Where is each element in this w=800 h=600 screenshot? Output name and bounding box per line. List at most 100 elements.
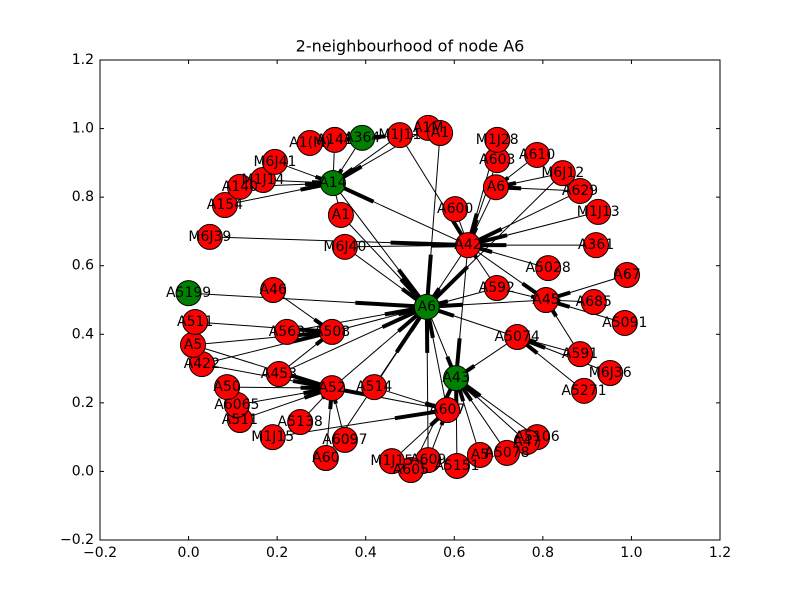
node bbox=[249, 167, 276, 193]
chart-title: 2-neighbourhood of node A6 bbox=[296, 37, 525, 56]
node-label: M6J41 bbox=[253, 154, 296, 170]
node-label: A685 bbox=[576, 294, 612, 310]
x-tick-label: 0.2 bbox=[266, 545, 288, 561]
node bbox=[443, 365, 470, 392]
node bbox=[585, 198, 612, 225]
node-label: A60 bbox=[312, 450, 339, 466]
node bbox=[175, 280, 202, 307]
node bbox=[265, 361, 292, 388]
node-label: A140 bbox=[222, 179, 258, 195]
node-label: A511 bbox=[177, 314, 213, 330]
node bbox=[482, 174, 509, 201]
y-tick-label: −0.2 bbox=[60, 532, 94, 548]
node-label: A6097 bbox=[322, 432, 367, 448]
node bbox=[466, 441, 493, 468]
node-label: M1J14 bbox=[242, 172, 285, 188]
node-label: A5138 bbox=[278, 414, 323, 430]
node-label: A422 bbox=[184, 356, 220, 372]
node bbox=[597, 360, 624, 387]
node-label: A361 bbox=[578, 237, 614, 253]
node-label: A1 bbox=[332, 207, 350, 223]
y-tick-label: 1.2 bbox=[72, 52, 94, 68]
node bbox=[524, 141, 551, 168]
node bbox=[273, 318, 300, 345]
node-label: A5028 bbox=[526, 260, 571, 276]
node-label: A43 bbox=[442, 370, 469, 386]
node bbox=[535, 255, 562, 282]
node-label: A1M bbox=[413, 120, 444, 136]
x-tick-label: 0.4 bbox=[355, 545, 377, 561]
node-label: A609 bbox=[410, 452, 446, 468]
node bbox=[611, 309, 638, 336]
node bbox=[182, 308, 209, 335]
node bbox=[331, 426, 358, 453]
node bbox=[331, 233, 358, 260]
x-tick-label: −0.2 bbox=[83, 545, 117, 561]
node-label: A154 bbox=[207, 197, 243, 213]
node bbox=[196, 223, 223, 250]
node-label: A607 bbox=[429, 402, 465, 418]
plot-frame bbox=[99, 59, 721, 541]
node-label: A563 bbox=[269, 324, 305, 340]
x-tick-label: 0.6 bbox=[443, 545, 465, 561]
node bbox=[319, 318, 346, 345]
node-label: A67 bbox=[613, 267, 640, 283]
node bbox=[434, 397, 461, 424]
node bbox=[571, 377, 598, 404]
node bbox=[513, 428, 540, 455]
node bbox=[442, 196, 469, 223]
node-label: M6J36 bbox=[589, 365, 632, 381]
node bbox=[361, 374, 388, 401]
node-label: A14 bbox=[319, 175, 346, 191]
node-label: A5074 bbox=[495, 329, 540, 345]
node-label: A5091 bbox=[602, 315, 647, 331]
node-label: A629 bbox=[562, 183, 598, 199]
node-label: M6J40 bbox=[323, 239, 366, 255]
y-tick-label: 1.0 bbox=[72, 121, 94, 137]
node-label: A52 bbox=[318, 380, 345, 396]
node bbox=[583, 232, 609, 259]
node bbox=[580, 289, 607, 316]
node bbox=[312, 445, 339, 472]
node bbox=[321, 126, 348, 153]
node-label: A5151 bbox=[434, 458, 479, 474]
node-label: A603 bbox=[479, 152, 515, 168]
node-label: A511 bbox=[222, 412, 258, 428]
node-label: A1 bbox=[431, 125, 449, 141]
node bbox=[443, 452, 470, 479]
node-label: A5078 bbox=[484, 445, 529, 461]
node bbox=[211, 192, 238, 219]
node-label: A364 bbox=[344, 130, 380, 146]
node bbox=[259, 424, 286, 451]
node bbox=[567, 177, 594, 204]
node bbox=[427, 120, 454, 147]
node-label: A600 bbox=[437, 201, 473, 217]
node-label: A6065 bbox=[214, 397, 259, 413]
node bbox=[378, 448, 405, 475]
node bbox=[349, 124, 376, 151]
node-label: A45 bbox=[532, 292, 559, 308]
x-tick-label: 0.8 bbox=[532, 545, 554, 561]
node bbox=[493, 439, 520, 466]
node-label: A50 bbox=[213, 379, 240, 395]
node-labels: A6 A42 A14 A364 A5199 A43 A1 M6J40 A600 A6 A603 M1J… bbox=[166, 120, 647, 478]
node bbox=[287, 409, 314, 436]
node-label: M1J28 bbox=[476, 132, 519, 148]
node-label: A42 bbox=[454, 237, 481, 253]
node-label: M1J15 bbox=[251, 429, 294, 445]
node bbox=[484, 126, 511, 153]
node bbox=[386, 122, 413, 149]
node-label: A453 bbox=[261, 366, 297, 382]
node-label: A6 bbox=[418, 299, 437, 315]
node-label: A6 bbox=[487, 179, 506, 195]
node-label: A5 bbox=[184, 337, 202, 353]
node-label: A5106 bbox=[514, 429, 559, 445]
node bbox=[549, 160, 576, 187]
y-tick-label: 0.6 bbox=[72, 258, 94, 274]
node-label: A591 bbox=[562, 346, 598, 362]
node-label: A5271 bbox=[561, 383, 606, 399]
node-label: A46 bbox=[259, 282, 286, 298]
x-tick-label: 1.2 bbox=[709, 545, 731, 561]
node-label: A592 bbox=[479, 280, 515, 296]
